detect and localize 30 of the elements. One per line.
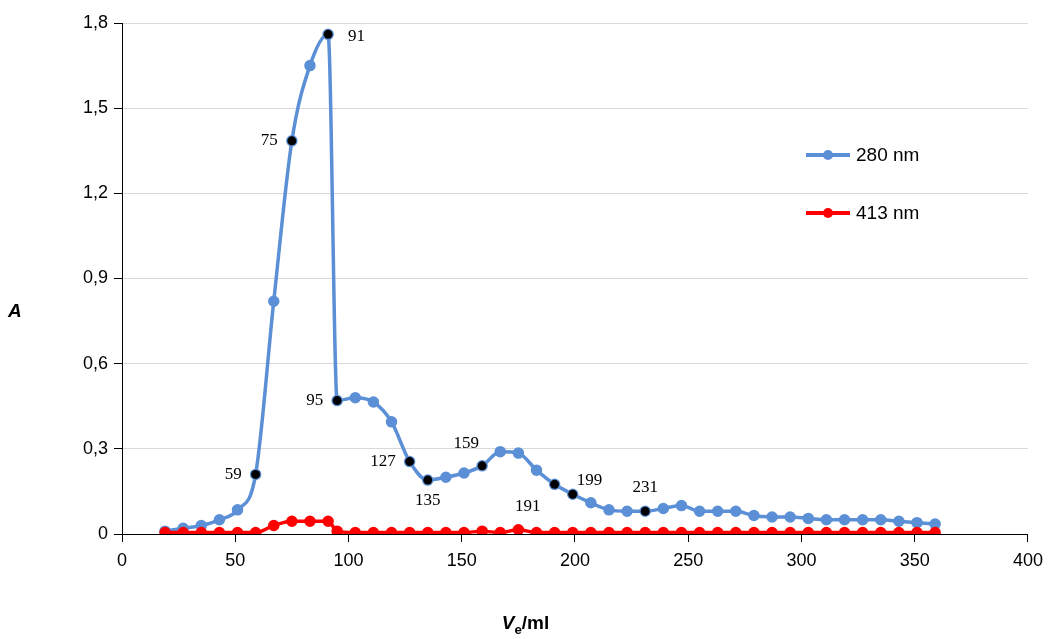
- y-tick-label: 0: [97, 522, 108, 543]
- x-tick-label: 150: [446, 549, 477, 570]
- annotation: 135: [415, 489, 441, 509]
- annotation: 59: [224, 463, 242, 483]
- y-tick-label: 1,2: [82, 182, 108, 203]
- y-tick-label: 0,9: [82, 267, 108, 288]
- y-tick-label: 0,6: [82, 352, 108, 373]
- x-tick-label: 350: [899, 549, 930, 570]
- x-tick-label: 0: [116, 549, 128, 570]
- x-tick-label: 400: [1012, 549, 1044, 570]
- annotation: 159: [453, 433, 479, 453]
- y-tick-label: 1,8: [82, 11, 108, 32]
- annotation: 91: [348, 25, 366, 45]
- legend-label: 413 nm: [856, 202, 920, 224]
- y-tick-label: 0,3: [82, 437, 108, 458]
- y-tick-label: 1,5: [82, 97, 108, 118]
- y-axis-title: A: [8, 300, 22, 322]
- x-tick-label: 300: [786, 549, 817, 570]
- annotation: 191: [515, 495, 541, 515]
- x-tick-label: 100: [333, 549, 364, 570]
- annotation: 231: [632, 476, 658, 496]
- x-tick-label: 50: [225, 549, 246, 570]
- x-tick-label: 200: [559, 549, 591, 570]
- annotation: 127: [370, 451, 397, 471]
- x-tick-label: 250: [673, 549, 704, 570]
- annotation: 75: [260, 130, 278, 150]
- annotation: 95: [306, 390, 324, 410]
- annotation: 199: [576, 469, 603, 489]
- legend-label: 280 nm: [856, 144, 920, 166]
- x-axis-title: V$_{e}$/ml: [500, 612, 551, 637]
